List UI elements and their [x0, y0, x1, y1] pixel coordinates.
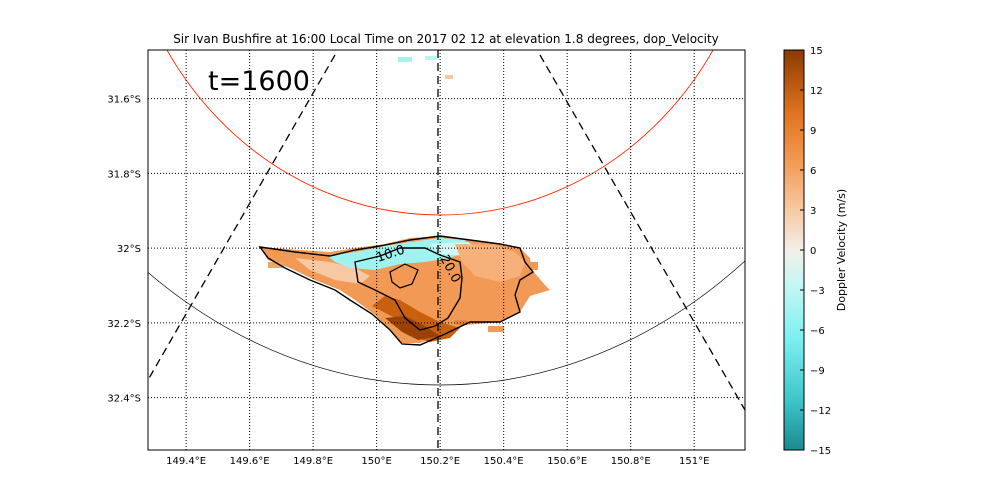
time-annotation: t=1600	[208, 66, 310, 97]
graticule	[148, 50, 745, 450]
colorbar-tick-label: −12	[810, 406, 831, 417]
colorbar-tick-label: 9	[810, 126, 816, 137]
x-tick-label: 151°E	[679, 456, 709, 467]
velocity-speckle	[398, 57, 412, 62]
velocity-speckle	[445, 75, 453, 79]
velocity-speckle	[268, 262, 284, 268]
velocity-speckle	[488, 326, 504, 332]
range-ring-black	[148, 260, 745, 386]
x-tick-label: 150.6°E	[547, 456, 587, 467]
x-tick-label: 149.4°E	[166, 456, 206, 467]
x-axis: 149.4°E 149.6°E 149.8°E 150°E 150.2°E 150.4°E…	[166, 456, 709, 467]
x-tick-label: 150.2°E	[420, 456, 460, 467]
y-tick-label: 31.8°S	[107, 169, 141, 180]
azimuth-line-ne	[733, 50, 735, 51]
colorbar-tick-label: 0	[810, 246, 816, 257]
y-tick-label: 32°S	[117, 244, 141, 255]
colorbar-ticks: 15 12 9 6 3 0 −3 −6 −9 −12 −15	[800, 46, 831, 457]
y-tick-label: 32.2°S	[107, 319, 141, 330]
colorbar-tick-label: 15	[810, 46, 823, 57]
plot-frame	[147, 49, 746, 451]
colorbar-tick-label: 3	[810, 206, 816, 217]
velocity-speckle	[425, 56, 437, 60]
colorbar-tick-label: −9	[810, 366, 825, 377]
colorbar-label: Doppler Velocity (m/s)	[835, 189, 848, 311]
colorbar-tick-label: 6	[810, 166, 816, 177]
x-tick-label: 150.8°E	[611, 456, 651, 467]
azimuth-line-east	[539, 54, 745, 411]
velocity-echo-light	[295, 258, 370, 284]
velocity-echo-core	[385, 316, 440, 340]
contour-10	[258, 235, 535, 346]
y-tick-label: 31.6°S	[107, 95, 141, 106]
plot-area: 10.0 20.0 t=1600	[148, 50, 745, 450]
velocity-speckle	[528, 262, 538, 270]
contour-20-inner	[389, 263, 419, 289]
colorbar-tick-label: −3	[810, 286, 825, 297]
y-axis: 31.6°S 31.8°S 32°S 32.2°S 32.4°S	[107, 95, 141, 405]
azimuth-line-west	[148, 54, 336, 381]
colorbar-tick-label: −6	[810, 326, 825, 337]
velocity-echo-outer	[455, 244, 525, 282]
x-tick-label: 149.6°E	[230, 456, 270, 467]
x-tick-label: 149.8°E	[293, 456, 333, 467]
colorbar-tick-label: 12	[810, 86, 823, 97]
x-tick-label: 150°E	[361, 456, 391, 467]
colorbar-tick-label: −15	[810, 446, 831, 457]
y-tick-label: 32.4°S	[107, 394, 141, 405]
chart-title: Sir Ivan Bushfire at 16:00 Local Time on…	[173, 32, 719, 46]
x-tick-label: 150.4°E	[484, 456, 524, 467]
